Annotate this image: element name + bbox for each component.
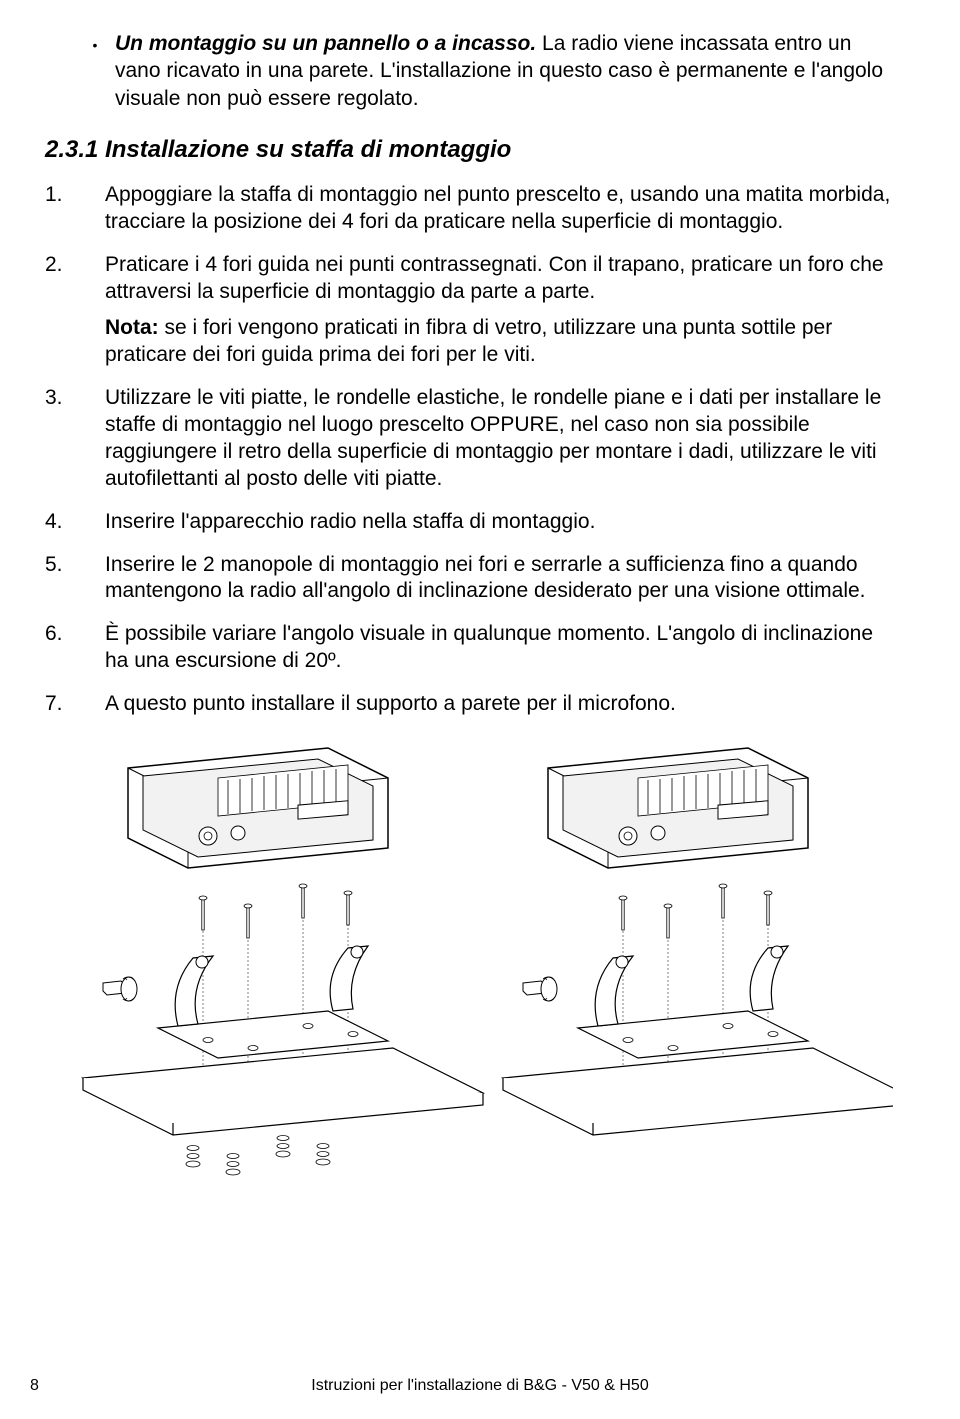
step-body: Inserire le 2 manopole di montaggio nei … [105,552,900,606]
bullet-marker: • [75,30,115,112]
step-body: Utilizzare le viti piatte, le rondelle e… [105,385,900,493]
bullet-lead: Un montaggio su un pannello o a incasso. [115,32,536,55]
page: • Un montaggio su un pannello o a incass… [0,0,960,1419]
steps-list: 1. Appoggiare la staffa di montaggio nel… [45,182,900,718]
step-text: A questo punto installare il supporto a … [105,691,900,718]
step-number: 5. [45,552,105,606]
step-1: 1. Appoggiare la staffa di montaggio nel… [45,182,900,236]
step-text: È possibile variare l'angolo visuale in … [105,621,900,675]
step-text: Appoggiare la staffa di montaggio nel pu… [105,182,900,236]
diagram-svg [53,738,893,1218]
step-3: 3. Utilizzare le viti piatte, le rondell… [45,385,900,493]
step-2: 2. Praticare i 4 fori guida nei punti co… [45,252,900,370]
step-number: 3. [45,385,105,493]
page-number: 8 [30,1377,39,1395]
step-4: 4. Inserire l'apparecchio radio nella st… [45,509,900,536]
section-heading: 2.3.1 Installazione su staffa di montagg… [45,136,900,164]
step-number: 4. [45,509,105,536]
note-text: se i fori vengono praticati in fibra di … [105,316,832,366]
step-number: 1. [45,182,105,236]
step-body: Praticare i 4 fori guida nei punti contr… [105,252,900,370]
step-body: A questo punto installare il supporto a … [105,691,900,718]
step-text: Utilizzare le viti piatte, le rondelle e… [105,385,900,493]
step-number: 6. [45,621,105,675]
footer-text: Istruzioni per l'installazione di B&G - … [0,1377,960,1395]
step-note: Nota: se i fori vengono praticati in fib… [105,315,900,369]
step-body: È possibile variare l'angolo visuale in … [105,621,900,675]
bullet-text: Un montaggio su un pannello o a incasso.… [115,30,900,112]
step-text: Inserire le 2 manopole di montaggio nei … [105,552,900,606]
step-number: 7. [45,691,105,718]
step-body: Inserire l'apparecchio radio nella staff… [105,509,900,536]
step-5: 5. Inserire le 2 manopole di montaggio n… [45,552,900,606]
step-text: Praticare i 4 fori guida nei punti contr… [105,252,900,306]
step-body: Appoggiare la staffa di montaggio nel pu… [105,182,900,236]
step-number: 2. [45,252,105,370]
bullet-item: • Un montaggio su un pannello o a incass… [75,30,900,112]
page-footer: 8 Istruzioni per l'installazione di B&G … [0,1377,960,1395]
step-text: Inserire l'apparecchio radio nella staff… [105,509,900,536]
step-7: 7. A questo punto installare il supporto… [45,691,900,718]
step-6: 6. È possibile variare l'angolo visuale … [45,621,900,675]
note-label: Nota: [105,316,159,339]
installation-diagram [45,738,900,1223]
